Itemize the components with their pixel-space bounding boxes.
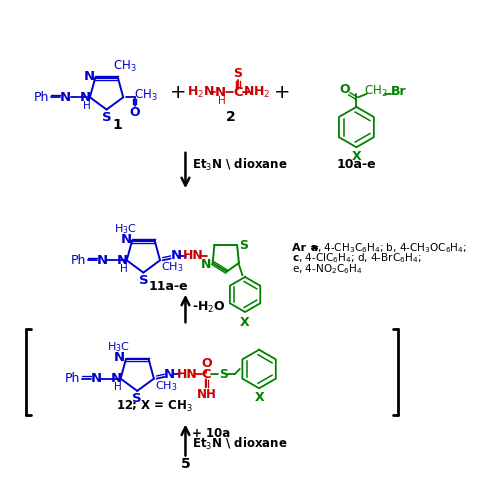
Text: Ph: Ph [71,254,86,267]
Text: 5: 5 [180,456,190,470]
Text: N: N [215,86,226,98]
Text: $\mathbf{c}$, 4-ClC$_6$H$_4$; d, 4-BrC$_6$H$_4$;: $\mathbf{c}$, 4-ClC$_6$H$_4$; d, 4-BrC$_… [292,252,421,266]
Text: H$_2$N: H$_2$N [187,84,215,100]
Text: Et$_3$N \ dioxane: Et$_3$N \ dioxane [192,436,288,452]
Text: N: N [84,70,95,82]
Text: N: N [201,258,211,271]
Text: CH$_3$: CH$_3$ [155,379,177,392]
Text: 11a-e: 11a-e [148,280,187,293]
Text: S: S [102,111,111,124]
Text: S: S [138,274,148,287]
Text: Ph: Ph [34,91,49,104]
Text: N: N [60,91,71,104]
Text: H$_3$C: H$_3$C [107,340,130,354]
Text: NH$_2$: NH$_2$ [242,84,270,100]
Text: N: N [117,254,128,267]
Text: NH: NH [196,388,216,401]
Text: CH$_3$: CH$_3$ [113,59,136,74]
Text: Ar =: Ar = [292,243,323,253]
Text: Ph: Ph [65,372,80,385]
Text: + 10a: + 10a [192,428,230,440]
Text: O: O [339,83,349,96]
Text: N: N [110,372,121,385]
Text: N: N [114,351,125,364]
Text: 2: 2 [226,110,235,124]
Text: e, 4-NO$_2$C$_6$H$_4$: e, 4-NO$_2$C$_6$H$_4$ [292,262,362,276]
Text: 10a-e: 10a-e [336,158,375,172]
Text: X: X [351,150,360,162]
Text: N: N [90,372,101,385]
Text: S: S [132,392,142,406]
Text: H$_3$C: H$_3$C [113,222,136,235]
Text: C: C [233,86,242,98]
Text: H: H [120,264,128,274]
Text: S: S [218,368,227,381]
Text: X: X [240,316,249,329]
Text: H: H [114,382,121,392]
Text: -H$_2$O: -H$_2$O [192,300,226,315]
Text: +: + [273,82,289,102]
Text: N: N [96,254,108,267]
Text: N: N [164,368,175,381]
Text: S: S [238,239,247,252]
Text: Et$_3$N \ dioxane: Et$_3$N \ dioxane [192,156,288,173]
Text: 12; X = CH$_3$: 12; X = CH$_3$ [116,399,193,414]
Text: S: S [233,67,242,80]
Text: +: + [170,82,186,102]
Text: N: N [170,250,181,262]
Text: 1: 1 [112,118,122,132]
Text: Br: Br [390,84,406,98]
Text: N: N [80,91,91,104]
Text: HN: HN [182,250,204,262]
Text: H: H [83,101,91,111]
Text: HN: HN [177,368,197,381]
Text: O: O [129,106,140,118]
Text: O: O [201,357,211,370]
Text: H: H [217,96,225,106]
Text: $\mathbf{a}$, 4-CH$_3$C$_6$H$_4$; b, 4-CH$_3$OC$_6$H$_4$;: $\mathbf{a}$, 4-CH$_3$C$_6$H$_4$; b, 4-C… [309,241,466,255]
Text: C: C [201,368,211,381]
Text: CH$_2$: CH$_2$ [363,84,387,98]
Text: CH$_3$: CH$_3$ [134,88,157,103]
Text: N: N [120,233,131,246]
Text: CH$_3$: CH$_3$ [161,260,183,274]
Text: X: X [254,390,264,404]
